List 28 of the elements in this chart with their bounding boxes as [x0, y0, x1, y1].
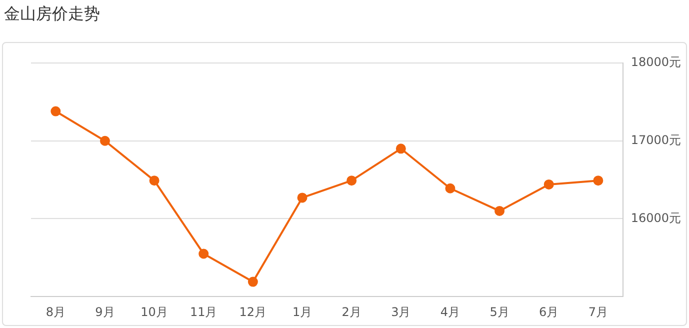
x-tick-label: 12月 — [239, 304, 267, 319]
x-tick-label: 8月 — [46, 304, 66, 319]
point — [593, 176, 604, 186]
x-tick-label: 2月 — [342, 304, 362, 319]
x-tick-label: 3月 — [391, 304, 411, 319]
point — [396, 144, 406, 154]
point — [445, 183, 456, 194]
x-tick-label: 7月 — [588, 304, 608, 319]
x-tick-label: 11月 — [190, 304, 218, 319]
chart-title: 金山房价走势 — [4, 4, 100, 25]
x-tick-label: 1月 — [292, 304, 312, 319]
point — [50, 106, 61, 116]
x-tick-label: 6月 — [539, 304, 559, 319]
point — [100, 136, 110, 146]
x-tick-label: 5月 — [490, 304, 510, 319]
point — [248, 276, 258, 287]
point — [198, 248, 209, 259]
point — [494, 206, 505, 216]
y-tick-label: 16000元 — [630, 210, 682, 225]
y-tick-label: 17000元 — [630, 132, 682, 147]
x-tick-label: 9月 — [95, 304, 115, 319]
point — [346, 176, 357, 186]
point — [297, 192, 308, 203]
point — [149, 176, 160, 186]
point — [544, 179, 554, 190]
x-tick-label: 4月 — [440, 304, 460, 319]
y-tick-label: 18000元 — [630, 55, 682, 70]
x-tick-label: 10月 — [140, 304, 168, 319]
